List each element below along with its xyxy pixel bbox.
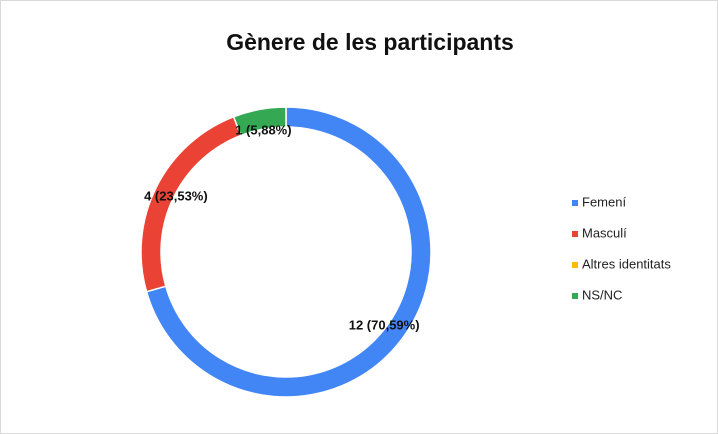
legend-label: Femení: [582, 194, 626, 209]
legend-label: Masculí: [582, 225, 627, 240]
chart-title: Gènere de les participants: [226, 29, 514, 55]
donut-slice: [145, 106, 432, 398]
data-label: 1 (5,88%): [235, 123, 291, 138]
legend-swatch: [572, 293, 578, 299]
legend-swatch: [572, 262, 578, 268]
data-label: 4 (23,53%): [144, 189, 208, 204]
legend-swatch: [572, 200, 578, 206]
legend-swatch: [572, 231, 578, 237]
legend-label: Altres identitats: [582, 256, 671, 271]
data-label: 12 (70,59%): [349, 318, 420, 333]
donut-slice: [232, 106, 287, 137]
legend-label: NS/NC: [582, 287, 622, 302]
